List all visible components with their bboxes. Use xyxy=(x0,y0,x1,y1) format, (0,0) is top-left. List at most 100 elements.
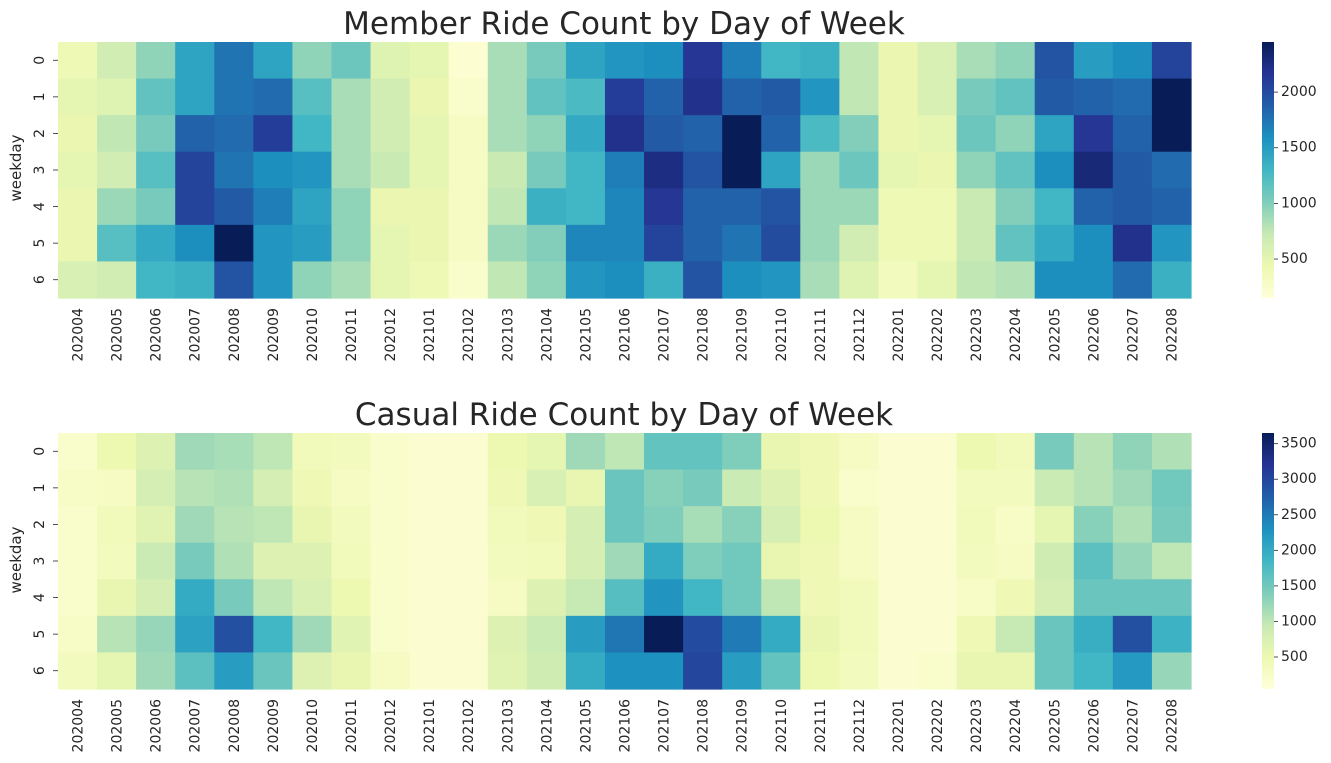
member-cell xyxy=(839,42,880,80)
member-heatmap-panel: Member Ride Count by Day of Week weekday… xyxy=(7,6,1317,361)
casual-cell xyxy=(136,542,176,580)
member-cell xyxy=(995,78,1036,116)
member-cell xyxy=(136,224,176,263)
casual-cell xyxy=(565,469,606,507)
member-cell xyxy=(800,42,840,80)
casual-cell xyxy=(1112,506,1153,544)
casual-cell xyxy=(409,579,450,617)
casual-cell xyxy=(370,579,411,617)
casual-cell xyxy=(1073,433,1114,471)
member-cell xyxy=(409,115,450,153)
member-cell xyxy=(409,261,450,299)
member-x-tick-label: 202206 xyxy=(1086,308,1102,362)
casual-x-tick-label: 202205 xyxy=(1047,699,1063,752)
member-cell xyxy=(1112,78,1153,116)
casual-cell xyxy=(917,579,958,617)
member-x-tick-label: 202104 xyxy=(539,308,555,362)
casual-x-tick-label: 202004 xyxy=(71,699,87,753)
casual-cell xyxy=(956,652,997,690)
casual-cell xyxy=(409,542,450,580)
casual-cell xyxy=(292,469,333,507)
member-chart-title: Member Ride Count by Day of Week xyxy=(343,6,905,42)
casual-cell xyxy=(370,652,411,690)
member-cell xyxy=(917,42,958,80)
member-cell xyxy=(761,78,801,116)
member-cell xyxy=(292,261,333,299)
member-cell xyxy=(409,151,450,189)
casual-cell xyxy=(526,652,567,690)
member-x-tick-label: 202004 xyxy=(71,308,87,362)
member-cell xyxy=(604,42,645,80)
member-cell xyxy=(370,151,411,189)
member-cell xyxy=(175,261,215,299)
casual-cell xyxy=(370,506,411,544)
casual-cell xyxy=(97,506,137,544)
member-cell xyxy=(839,188,880,226)
member-cell xyxy=(175,42,215,80)
casual-x-tick-label: 202006 xyxy=(149,699,165,753)
member-cell xyxy=(409,188,450,226)
casual-cell xyxy=(604,542,645,580)
casual-y-axis-label: weekday xyxy=(7,526,25,593)
casual-cell xyxy=(487,506,528,544)
member-cell xyxy=(995,224,1036,263)
member-cell xyxy=(136,42,176,80)
casual-cell xyxy=(487,542,528,580)
casual-x-tick-label: 202005 xyxy=(110,699,126,752)
member-x-tick-label: 202109 xyxy=(735,308,751,361)
member-cell xyxy=(800,224,840,263)
member-cell xyxy=(800,151,840,189)
member-cell xyxy=(253,188,294,226)
member-cell xyxy=(761,115,801,153)
casual-cell xyxy=(1151,579,1192,617)
casual-cell xyxy=(136,469,176,507)
member-cell xyxy=(722,261,762,299)
member-y-tick-label: 1 xyxy=(32,92,48,101)
member-cell xyxy=(175,188,215,226)
member-cell xyxy=(97,115,137,153)
member-cell xyxy=(1073,78,1114,116)
casual-cell xyxy=(448,652,489,690)
member-cell xyxy=(1151,78,1192,116)
member-x-tick-label: 202112 xyxy=(852,308,868,361)
casual-cell xyxy=(448,615,489,654)
member-cell xyxy=(565,42,606,80)
casual-cell xyxy=(995,615,1036,654)
member-cell xyxy=(878,224,919,263)
casual-cell xyxy=(917,542,958,580)
casual-cell xyxy=(1151,433,1192,471)
casual-cell xyxy=(175,579,215,617)
member-cell xyxy=(1112,261,1153,299)
casual-cell xyxy=(1112,542,1153,580)
member-x-tick-label: 202202 xyxy=(930,308,946,361)
member-y-tick-label: 2 xyxy=(32,129,48,138)
member-cell xyxy=(253,151,294,189)
casual-cell xyxy=(917,652,958,690)
casual-cell xyxy=(761,506,801,544)
casual-x-tick-label: 202208 xyxy=(1165,699,1181,752)
casual-cell xyxy=(878,469,919,507)
member-cell xyxy=(370,224,411,263)
member-cell xyxy=(175,151,215,189)
casual-x-tick-labels: 202004 202005 202006 202007 202008 202009 2020… xyxy=(71,699,1181,753)
member-cell xyxy=(292,224,333,263)
casual-x-tick-label: 202204 xyxy=(1008,699,1024,753)
member-cell xyxy=(878,151,919,189)
member-cell xyxy=(995,115,1036,153)
member-cell xyxy=(97,42,137,80)
member-cell xyxy=(526,151,567,189)
casual-cell xyxy=(761,579,801,617)
casual-y-tick-label: 2 xyxy=(32,520,48,529)
casual-cell xyxy=(214,542,254,580)
casual-heatmap-cells xyxy=(58,433,1192,690)
casual-x-tick-label: 202104 xyxy=(539,699,555,753)
casual-cell xyxy=(331,579,372,617)
casual-cell xyxy=(761,652,801,690)
member-x-tick-label: 202106 xyxy=(618,308,634,362)
member-cell xyxy=(1034,78,1075,116)
member-cell xyxy=(1112,42,1153,80)
casual-cell xyxy=(722,615,762,654)
member-cell xyxy=(175,115,215,153)
member-cell xyxy=(370,115,411,153)
casual-cell xyxy=(58,506,98,544)
